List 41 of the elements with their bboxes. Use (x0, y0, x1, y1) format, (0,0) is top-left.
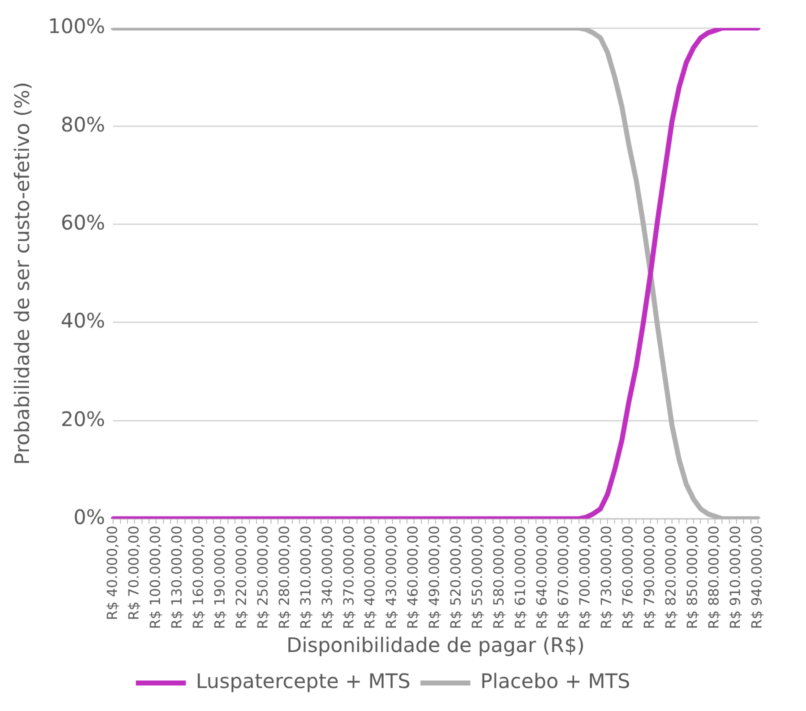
x-tick-label: R$ 880.000,00 (706, 526, 723, 630)
x-tick-label: R$ 130.000,00 (169, 526, 186, 630)
legend-label: Luspatercepte + MTS (196, 669, 410, 694)
x-tick-label: R$ 610.000,00 (513, 526, 530, 630)
x-tick-label: R$ 790.000,00 (642, 526, 658, 630)
x-tick-label: R$ 490.000,00 (427, 526, 444, 630)
x-tick-label: R$ 940.000,00 (750, 526, 766, 630)
x-tick-label: R$ 730.000,00 (599, 526, 616, 630)
x-tick-label: R$ 430.000,00 (384, 526, 400, 630)
legend-label: Placebo + MTS (480, 669, 630, 694)
x-tick-label: R$ 370.000,00 (341, 526, 358, 630)
x-tick-label: R$ 70.000,00 (126, 526, 142, 620)
y-tick-label: 60% (60, 210, 106, 235)
x-tick-label: R$ 520.000,00 (448, 526, 465, 630)
x-tick-label: R$ 100.000,00 (148, 526, 164, 630)
x-tick-label: R$ 280.000,00 (276, 526, 293, 630)
x-tick-label: R$ 760.000,00 (620, 526, 637, 630)
y-tick-label: 20% (60, 406, 106, 431)
x-tick-label: R$ 640.000,00 (534, 526, 551, 630)
x-tick-label: R$ 850.000,00 (685, 526, 702, 630)
x-tick-label: R$ 340.000,00 (320, 526, 336, 630)
x-tick-label: R$ 310.000,00 (298, 526, 314, 630)
x-tick-label: R$ 190.000,00 (212, 526, 228, 630)
y-tick-label: 0% (73, 504, 106, 529)
x-tick-label: R$ 580.000,00 (492, 526, 508, 630)
x-tick-label: R$ 670.000,00 (556, 526, 572, 630)
x-tick-label: R$ 550.000,00 (470, 526, 486, 630)
x-tick-label: R$ 400.000,00 (362, 526, 379, 630)
x-axis-title: Disponibilidade de pagar (R$) (286, 633, 585, 658)
y-tick-label: 40% (60, 308, 106, 333)
x-tick-label: R$ 250.000,00 (255, 526, 272, 630)
x-tick-label: R$ 160.000,00 (190, 526, 207, 630)
x-tick-label: R$ 700.000,00 (578, 526, 594, 630)
y-tick-label: 100% (48, 14, 106, 38)
x-tick-label: R$ 40.000,00 (104, 526, 121, 620)
x-tick-label: R$ 820.000,00 (664, 526, 680, 630)
x-tick-label: R$ 460.000,00 (406, 526, 422, 630)
y-tick-label: 80% (60, 112, 106, 136)
y-axis-title: Probabilidade de ser custo-efetivo (%) (10, 82, 34, 465)
x-tick-label: R$ 220.000,00 (234, 526, 250, 630)
x-tick-label: R$ 910.000,00 (728, 526, 744, 630)
